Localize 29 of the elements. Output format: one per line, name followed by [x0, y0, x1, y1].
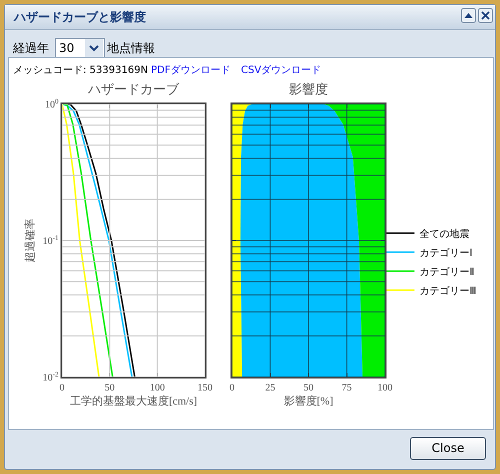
text: CSVダウンロード: [241, 64, 322, 77]
x-tick-label: 100: [378, 382, 392, 394]
x-axis-title: 影響度[%]: [284, 394, 334, 408]
legend-label: 全ての地震: [419, 228, 470, 240]
chart-title: 影響度: [289, 82, 328, 97]
y-axis-title: 超過確率: [24, 218, 37, 262]
text: PDFダウンロード: [151, 64, 230, 77]
y-tick-label: 10$^{-2}$: [42, 370, 59, 384]
x-tick-label: 0: [230, 382, 234, 394]
x-tick-label: 25: [265, 382, 276, 394]
chart-title: ハザードカーブ: [87, 82, 180, 97]
x-tick-label: 0: [60, 382, 64, 394]
legend-label: カテゴリーⅠ: [419, 247, 472, 260]
legend-label: カテゴリーⅡ: [419, 266, 474, 278]
x-tick-label: 50: [104, 382, 115, 394]
text: メッシュコード: 53393169N: [13, 64, 148, 77]
text: 地点情報: [107, 40, 155, 57]
x-tick-label: 100: [150, 382, 165, 394]
y-tick-label: 10$^{0}$: [45, 97, 59, 110]
x-tick-label: 150: [198, 382, 212, 394]
x-tick-label: 75: [342, 382, 352, 394]
x-tick-label: 50: [304, 382, 314, 394]
text: ハザードカーブと影響度: [14, 9, 146, 26]
text: Close: [430, 441, 466, 455]
text: 経過年: [13, 40, 49, 57]
legend-label: カテゴリーⅢ: [419, 285, 476, 298]
x-axis-title: 工学的基盤最大速度[cm/s]: [70, 394, 198, 408]
text: 30: [59, 41, 74, 55]
y-tick-label: 10$^{-1}$: [42, 234, 59, 247]
